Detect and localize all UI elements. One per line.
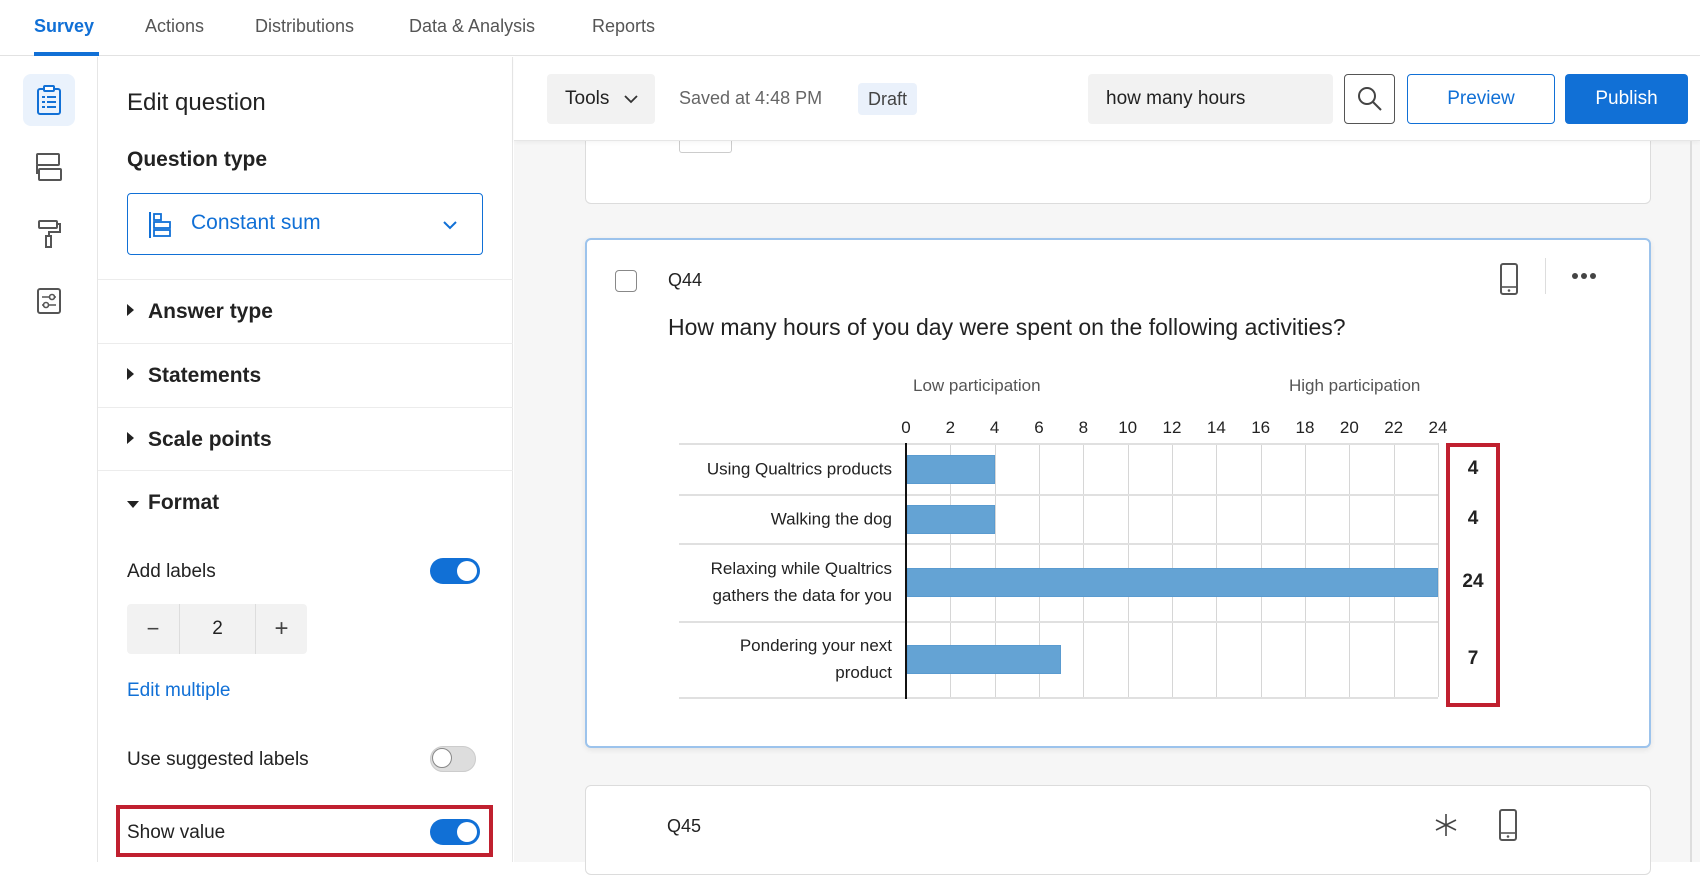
labels-count-stepper: − 2 + — [127, 604, 307, 654]
search-button[interactable] — [1344, 74, 1395, 124]
question-id: Q44 — [668, 270, 703, 290]
caret-right-icon — [127, 432, 134, 444]
show-value-toggle[interactable] — [430, 819, 480, 845]
section-format: Format Add labels − 2 + Edit multiple Us… — [98, 470, 513, 862]
mobile-preview-icon[interactable] — [1499, 262, 1519, 296]
use-suggested-labels-toggle[interactable] — [430, 746, 476, 772]
draft-badge: Draft — [858, 83, 918, 115]
select-question-checkbox[interactable] — [615, 270, 637, 292]
question-type-select[interactable]: Constant sum — [127, 193, 483, 255]
search-value: how many hours — [1106, 88, 1246, 109]
decrement-button[interactable]: − — [146, 616, 160, 641]
add-labels-toggle[interactable] — [430, 558, 480, 584]
text-entry-box — [679, 141, 732, 153]
tab-survey[interactable]: Survey — [34, 16, 95, 36]
publish-button[interactable]: Publish — [1565, 74, 1688, 124]
section-scale-points[interactable]: Scale points — [98, 407, 513, 470]
tab-distributions[interactable]: Distributions — [255, 16, 355, 36]
survey-options-icon[interactable] — [23, 275, 75, 327]
chevron-down-icon — [443, 221, 457, 230]
show-value-label: Show value — [127, 822, 226, 843]
question-type-value: Constant sum — [191, 211, 321, 234]
tab-data-analysis[interactable]: Data & Analysis — [409, 16, 536, 36]
survey-flow-icon[interactable] — [23, 141, 75, 193]
show-value-highlight — [116, 805, 493, 857]
left-rail — [0, 57, 98, 862]
toggle-knob — [457, 561, 477, 581]
saved-status: Saved at 4:48 PM — [679, 88, 823, 108]
section-label[interactable]: Format — [148, 491, 220, 514]
edit-question-panel: Edit question Question type Constant sum… — [98, 57, 513, 862]
toggle-knob — [432, 748, 452, 768]
tools-button[interactable]: Tools — [547, 74, 655, 124]
toggle-knob — [457, 822, 477, 842]
labels-count-input[interactable]: 2 — [179, 604, 256, 654]
chevron-down-icon — [624, 95, 638, 104]
panel-title: Edit question — [127, 89, 266, 116]
tab-reports[interactable]: Reports — [592, 16, 656, 36]
active-tab-indicator — [34, 52, 99, 56]
constant-sum-icon — [149, 212, 171, 238]
caret-down-icon[interactable] — [127, 501, 139, 508]
tools-label: Tools — [565, 88, 610, 109]
question-card-q44[interactable]: Q44 How many hours of you day were spent… — [585, 238, 1651, 748]
question-text: How many hours of you day were spent on … — [668, 314, 1346, 340]
survey-toolbar: Tools Saved at 4:48 PM Draft how many ho… — [514, 57, 1700, 141]
tab-actions[interactable]: Actions — [145, 16, 205, 36]
increment-button[interactable]: + — [274, 615, 289, 642]
preview-button[interactable]: Preview — [1407, 74, 1555, 124]
question-id: Q45 — [667, 816, 702, 836]
divider — [1545, 258, 1546, 294]
search-input[interactable]: how many hours — [1088, 74, 1333, 124]
question-type-label: Question type — [127, 148, 268, 171]
mobile-preview-icon[interactable] — [1498, 808, 1518, 842]
use-suggested-labels-label: Use suggested labels — [127, 749, 309, 770]
scrollbar[interactable] — [1690, 141, 1692, 862]
more-options-icon[interactable] — [1571, 272, 1597, 280]
section-label: Statements — [148, 364, 262, 387]
required-asterisk-icon[interactable] — [1434, 813, 1458, 837]
search-icon — [1358, 87, 1382, 111]
section-statements[interactable]: Statements — [98, 343, 513, 407]
section-label: Scale points — [148, 428, 272, 451]
caret-right-icon — [127, 304, 134, 316]
question-card-q45[interactable]: Q45 — [585, 785, 1651, 875]
add-labels-label: Add labels — [127, 561, 216, 582]
caret-right-icon — [127, 368, 134, 380]
top-nav: Survey Actions Distributions Data & Anal… — [0, 0, 1700, 56]
section-label: Answer type — [148, 300, 273, 323]
edit-multiple-link[interactable]: Edit multiple — [127, 680, 231, 701]
section-answer-type[interactable]: Answer type — [98, 279, 513, 343]
look-and-feel-paint-roller-icon[interactable] — [23, 208, 75, 260]
survey-clipboard-icon[interactable] — [23, 74, 75, 126]
